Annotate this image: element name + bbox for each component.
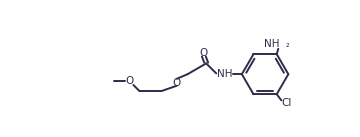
Text: NH: NH xyxy=(264,39,280,49)
Text: O: O xyxy=(125,76,134,86)
Text: NH: NH xyxy=(217,69,233,79)
Text: O: O xyxy=(200,48,208,58)
Text: Cl: Cl xyxy=(282,99,292,108)
Text: ₂: ₂ xyxy=(286,40,289,49)
Text: O: O xyxy=(173,78,181,88)
